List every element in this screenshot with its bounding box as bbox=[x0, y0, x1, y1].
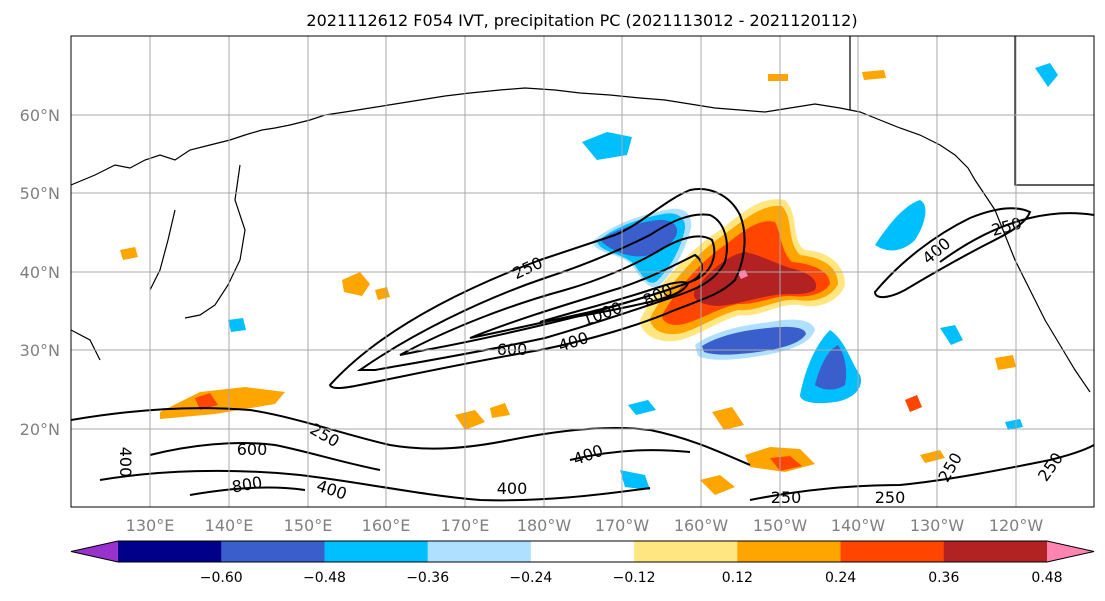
ivt-250 bbox=[328, 188, 746, 389]
anomaly-cell bbox=[905, 395, 922, 412]
lon-label: 160°W bbox=[674, 516, 729, 535]
anomaly-cell bbox=[628, 400, 656, 415]
contour-label: 250 bbox=[771, 488, 802, 507]
anomaly-cell bbox=[160, 387, 285, 419]
ivt-contours bbox=[71, 188, 1094, 502]
lat-labels: 60°N 50°N 40°N 30°N 20°N bbox=[20, 106, 60, 439]
negative-anomaly-east2-core bbox=[815, 345, 847, 390]
ivt-250-se bbox=[749, 444, 1094, 501]
colorbar-tick-label: −0.48 bbox=[303, 570, 346, 586]
anomaly-cell bbox=[195, 393, 218, 410]
lat-label: 60°N bbox=[20, 106, 60, 125]
lon-label: 130°E bbox=[126, 516, 175, 535]
colorbar-swatch bbox=[737, 541, 842, 562]
ivt-400-east bbox=[873, 207, 1032, 298]
lon-label: 140°E bbox=[205, 516, 254, 535]
colorbar-extend-min bbox=[71, 541, 118, 562]
lat-label: 50°N bbox=[20, 184, 60, 203]
colorbar-swatch bbox=[943, 541, 1048, 562]
contour-label: 400 bbox=[116, 447, 135, 478]
colorbar-outline bbox=[70, 540, 1095, 563]
lon-label: 130°W bbox=[910, 516, 965, 535]
colorbar-tick-label: 0.24 bbox=[825, 570, 856, 586]
anomaly-cell bbox=[620, 470, 650, 490]
anomaly-cell bbox=[582, 132, 632, 160]
lon-label: 150°W bbox=[753, 516, 808, 535]
ivt-800-south bbox=[189, 486, 306, 496]
ivt-400-south bbox=[99, 469, 651, 502]
anomaly-cell bbox=[1005, 419, 1023, 430]
contour-label: 400 bbox=[497, 479, 528, 498]
anomaly-cell bbox=[768, 74, 788, 81]
ivt-1000 bbox=[539, 281, 690, 323]
ivt-250-east bbox=[939, 212, 1094, 263]
map-content: 250 1000 800 600 400 400 250 600 400 800… bbox=[71, 36, 1094, 507]
graticule bbox=[71, 36, 1094, 507]
ivt-400 bbox=[356, 213, 728, 371]
colorbar-tick-label: −0.24 bbox=[509, 570, 552, 586]
colorbar-swatch bbox=[840, 541, 945, 562]
anomaly-cell bbox=[120, 247, 138, 260]
ivt-400-mid bbox=[569, 449, 691, 461]
map-title: 2021112612 F054 IVT, precipitation PC (2… bbox=[306, 11, 857, 30]
colorbar-swatch bbox=[221, 541, 325, 562]
anomaly-cell bbox=[342, 272, 370, 296]
colorbar-swatch bbox=[634, 541, 738, 562]
anomaly-cell bbox=[862, 70, 886, 80]
lat-label: 40°N bbox=[20, 263, 60, 282]
anomaly-cell bbox=[920, 450, 945, 463]
lon-label: 180°W bbox=[517, 516, 572, 535]
lon-label: 140°W bbox=[831, 516, 886, 535]
lat-label: 20°N bbox=[20, 420, 60, 439]
lon-label: 160°E bbox=[362, 516, 411, 535]
anomaly-cell bbox=[1035, 63, 1058, 87]
contour-label: 600 bbox=[237, 440, 268, 459]
colorbar-swatch bbox=[427, 541, 532, 562]
colorbar-swatch bbox=[324, 541, 429, 562]
negative-anomaly-east bbox=[875, 200, 926, 251]
ivt-600-south bbox=[149, 442, 381, 471]
colorbar: −0.60 −0.48 −0.36 −0.24 −0.12 0.12 0.24 0.36 0.4… bbox=[70, 540, 1095, 586]
colorbar-tick-label: −0.36 bbox=[406, 570, 449, 586]
colorbar-extend-max bbox=[1047, 541, 1094, 562]
positive-anomaly-darkred bbox=[693, 252, 817, 306]
anomaly-cell bbox=[455, 410, 485, 430]
lon-label: 170°W bbox=[595, 516, 650, 535]
colorbar-tick-label: −0.60 bbox=[200, 570, 243, 586]
ivt-600 bbox=[399, 235, 716, 356]
ivt-250-south bbox=[71, 407, 751, 466]
anomaly-cell bbox=[995, 355, 1016, 370]
anomaly-cell bbox=[940, 325, 963, 345]
colorbar-tick-label: 0.48 bbox=[1031, 570, 1062, 586]
colorbar-tick-label: 0.12 bbox=[722, 570, 753, 586]
anomaly-cell bbox=[770, 456, 802, 471]
lon-label: 120°W bbox=[989, 516, 1044, 535]
colorbar-swatch bbox=[530, 541, 635, 562]
map-frame bbox=[70, 35, 1095, 508]
anomaly-cell bbox=[700, 475, 735, 495]
lon-label: 150°E bbox=[284, 516, 333, 535]
anomaly-cell bbox=[490, 403, 510, 418]
colorbar-tick-label: −0.12 bbox=[613, 570, 656, 586]
lon-label: 170°E bbox=[441, 516, 490, 535]
anomaly-cell bbox=[228, 318, 246, 332]
lon-labels: 130°E 140°E 150°E 160°E 170°E 180°W 170°… bbox=[126, 516, 1044, 535]
colorbar-tick-label: 0.36 bbox=[928, 570, 959, 586]
anomaly-cell bbox=[712, 407, 744, 430]
lat-label: 30°N bbox=[20, 341, 60, 360]
colorbar-swatch bbox=[118, 541, 222, 562]
contour-label: 250 bbox=[875, 488, 906, 507]
